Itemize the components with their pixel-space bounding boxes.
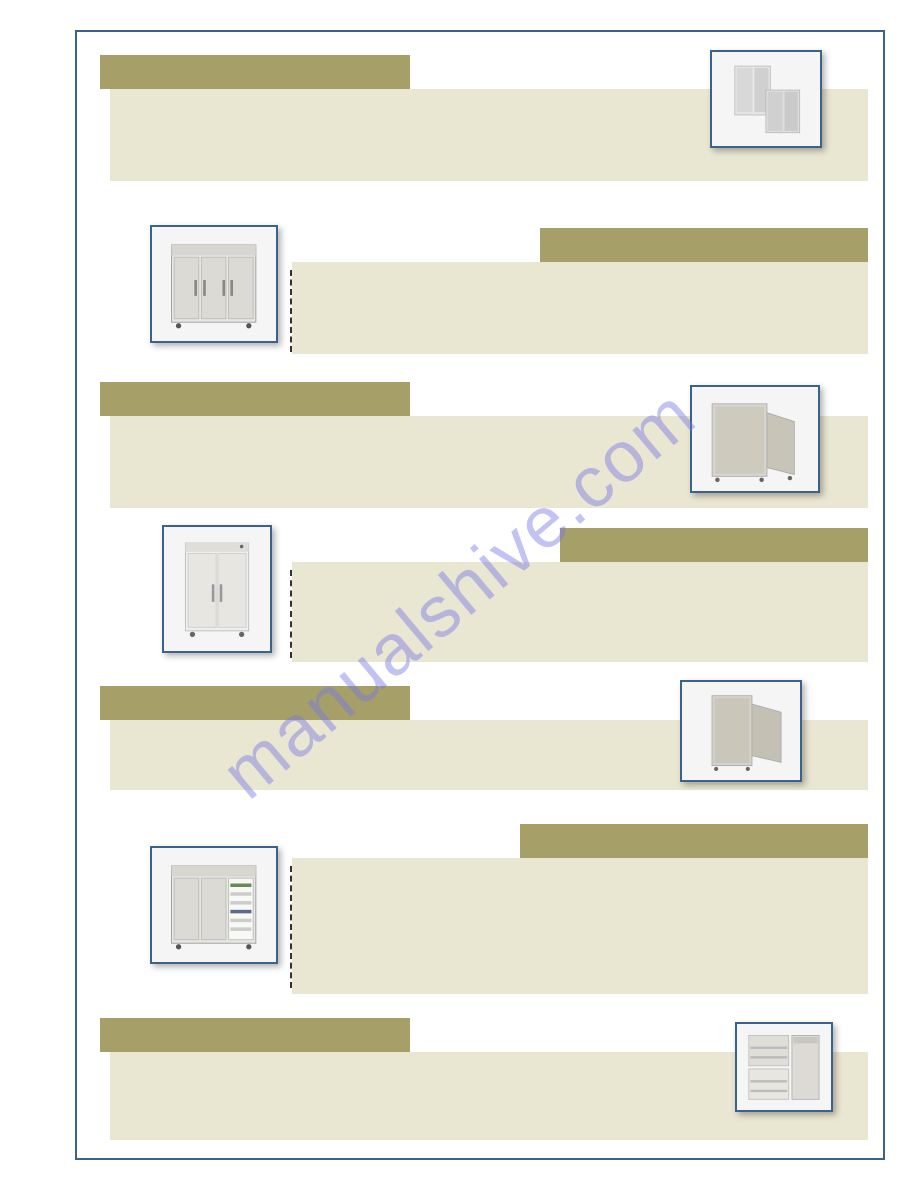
divider-dash (290, 270, 292, 352)
section-header-bar (100, 686, 410, 720)
fridge-icon (172, 536, 262, 641)
section-header-bar (540, 228, 868, 262)
product-image-open-cabinet (710, 50, 822, 148)
product-image-open-side-cabinet-2 (680, 680, 802, 782)
cabinet-icon (720, 59, 812, 139)
fridge-icon (161, 857, 266, 954)
product-image-three-door-fridge (150, 225, 278, 343)
cabinet-icon (691, 689, 791, 772)
section-header-bar (520, 824, 868, 858)
section-content-box (292, 562, 868, 662)
section-content-box (292, 262, 868, 354)
divider-dash (290, 570, 292, 658)
fridge-icon (161, 236, 266, 333)
shelves-icon (744, 1030, 824, 1103)
product-image-three-door-open-fridge (150, 846, 278, 964)
product-image-two-door-fridge (162, 525, 272, 653)
section-header-bar (100, 382, 410, 416)
section-header-bar (100, 55, 410, 89)
product-image-open-side-cabinet (690, 385, 820, 493)
product-image-interior-shelves (735, 1022, 833, 1112)
cabinet-icon (701, 395, 808, 483)
section-header-bar (560, 528, 868, 562)
section-header-bar (100, 1018, 410, 1052)
divider-dash (290, 866, 292, 988)
section-content-box (292, 858, 868, 994)
